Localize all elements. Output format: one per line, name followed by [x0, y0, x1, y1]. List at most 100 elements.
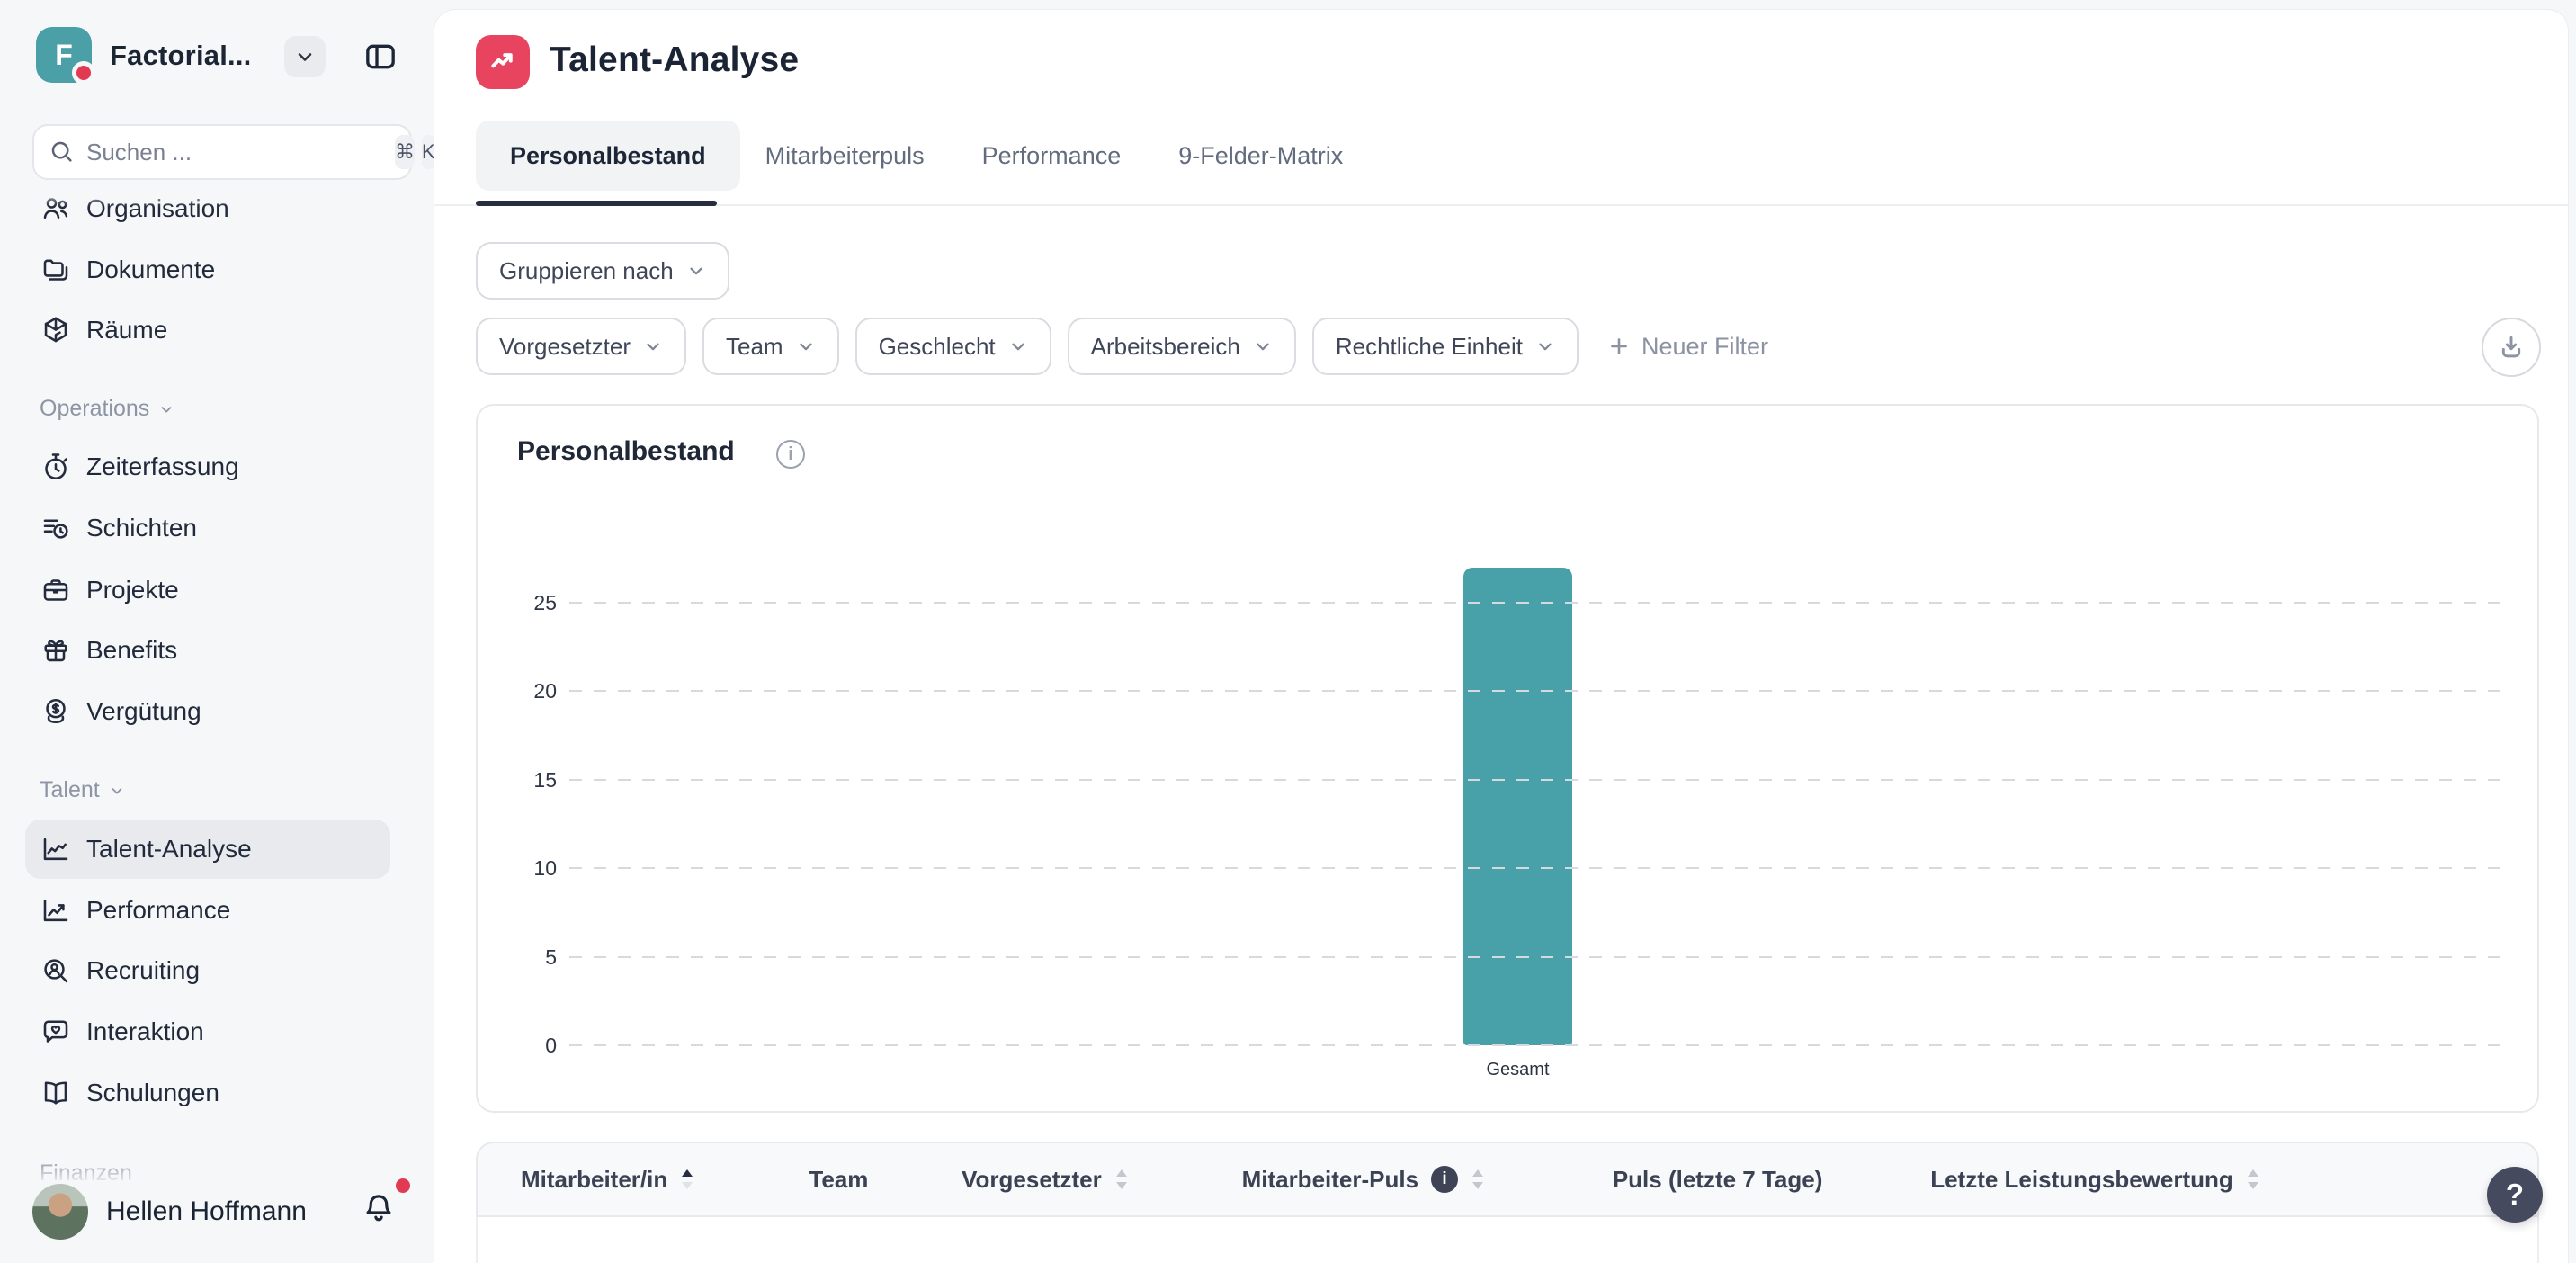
- sidebar-item-raeume[interactable]: Räume: [0, 300, 434, 360]
- new-filter-button[interactable]: Neuer Filter: [1607, 333, 1768, 361]
- recruiting-icon: [40, 954, 72, 987]
- help-button[interactable]: ?: [2487, 1167, 2543, 1223]
- sidebar-section-talent[interactable]: Talent: [40, 777, 125, 803]
- tab-9-felder-matrix[interactable]: 9-Felder-Matrix: [1178, 141, 1344, 169]
- sidebar-item-projekte[interactable]: Projekte: [0, 560, 434, 620]
- search-input[interactable]: [86, 138, 388, 166]
- sidebar: F Factorial... ⌘ K Organisation Dokument…: [0, 0, 435, 1263]
- chevron-down-icon: [686, 261, 706, 281]
- y-axis-tick: 0: [545, 1034, 557, 1057]
- sort-asc-icon[interactable]: [680, 1168, 694, 1192]
- sidebar-item-benefits[interactable]: Benefits: [0, 621, 434, 680]
- workspace-logo[interactable]: F: [36, 27, 92, 83]
- page-title: Talent-Analyse: [550, 40, 800, 79]
- trending-up-icon: [487, 47, 518, 77]
- sidebar-item-schulungen[interactable]: Schulungen: [0, 1063, 434, 1123]
- sidebar-item-recruiting[interactable]: Recruiting: [0, 941, 434, 1000]
- tabs-divider: [434, 204, 2568, 206]
- filter-geschlecht[interactable]: Geschlecht: [854, 318, 1051, 375]
- chevron-down-icon: [643, 336, 663, 356]
- table-row[interactable]: [476, 1217, 2539, 1263]
- sidebar-item-schichten[interactable]: Schichten: [0, 498, 434, 558]
- chevron-down-icon: [109, 783, 125, 799]
- y-axis-tick: 5: [545, 945, 557, 969]
- chevron-down-icon: [1253, 336, 1273, 356]
- sidebar-item-verguetung[interactable]: Vergütung: [0, 682, 434, 741]
- performance-icon: [40, 894, 72, 927]
- info-icon[interactable]: i: [776, 440, 805, 469]
- sidebar-item-performance[interactable]: Performance: [0, 881, 434, 940]
- sidebar-section-operations[interactable]: Operations: [40, 396, 174, 422]
- y-axis-tick: 25: [533, 591, 557, 614]
- documents-icon: [40, 254, 72, 286]
- main-content: Talent-Analyse Personalbestand Mitarbeit…: [434, 9, 2569, 1263]
- sort-icon[interactable]: [1114, 1168, 1129, 1192]
- user-name[interactable]: Hellen Hoffmann: [106, 1196, 307, 1226]
- interaction-icon: [40, 1016, 72, 1048]
- gift-icon: [40, 634, 72, 667]
- analytics-icon: [40, 833, 72, 865]
- column-mitarbeiter[interactable]: Mitarbeiter/in: [478, 1166, 809, 1194]
- workspace-notification-dot: [72, 61, 95, 85]
- gridline: [569, 690, 2509, 693]
- chart-plot: Gesamt 0 5 10 15 20 25: [533, 542, 2509, 1079]
- sidebar-item-zeiterfassung[interactable]: Zeiterfassung: [0, 437, 434, 497]
- column-team[interactable]: Team: [809, 1165, 869, 1193]
- sidebar-item-talent-analyse[interactable]: Talent-Analyse: [0, 820, 434, 879]
- gridline: [569, 1044, 2509, 1046]
- workspace-logo-letter: F: [55, 38, 73, 71]
- group-by-dropdown[interactable]: Gruppieren nach: [476, 242, 729, 300]
- sidebar-collapse-button[interactable]: [360, 36, 401, 77]
- workspace-switcher-button[interactable]: [284, 36, 326, 77]
- sidebar-item-dokumente[interactable]: Dokumente: [0, 240, 434, 300]
- y-axis-tick: 15: [533, 767, 557, 792]
- notifications-button[interactable]: [360, 1175, 414, 1232]
- column-puls-7-tage[interactable]: Puls (letzte 7 Tage): [1612, 1165, 1823, 1193]
- chevron-down-icon: [796, 336, 816, 356]
- panel-left-icon: [362, 39, 398, 75]
- tab-personalbestand[interactable]: Personalbestand: [476, 121, 740, 191]
- sort-icon[interactable]: [2246, 1168, 2260, 1192]
- employees-table: Mitarbeiter/in Team Vorgesetzter Mitarbe…: [476, 1142, 2539, 1263]
- organisation-icon: [40, 193, 72, 225]
- chevron-down-icon: [1008, 336, 1028, 356]
- table-header-row: Mitarbeiter/in Team Vorgesetzter Mitarbe…: [476, 1142, 2539, 1217]
- shifts-icon: [40, 512, 72, 544]
- chevron-down-icon: [294, 46, 316, 67]
- column-letzte-leistungsbewertung[interactable]: Letzte Leistungsbewertung: [1930, 1166, 2537, 1194]
- bell-icon: [360, 1189, 403, 1227]
- column-vorgesetzter[interactable]: Vorgesetzter: [962, 1166, 1241, 1194]
- user-avatar[interactable]: [32, 1184, 88, 1240]
- sidebar-item-organisation[interactable]: Organisation: [0, 179, 434, 238]
- sort-icon[interactable]: [1471, 1168, 1485, 1192]
- tab-mitarbeiterpuls[interactable]: Mitarbeiterpuls: [765, 141, 925, 169]
- y-axis-tick: 20: [533, 679, 557, 703]
- gridline: [569, 602, 2509, 604]
- chart-title: Personalbestand: [517, 436, 735, 466]
- info-icon-dark[interactable]: i: [1431, 1166, 1459, 1193]
- download-button[interactable]: [2482, 318, 2541, 377]
- gridline: [569, 867, 2509, 870]
- sidebar-active-highlight: [25, 820, 390, 879]
- workspace-name[interactable]: Factorial...: [110, 40, 252, 71]
- shortcut-key-k: K: [422, 135, 435, 169]
- filter-arbeitsbereich[interactable]: Arbeitsbereich: [1067, 318, 1296, 375]
- gridline: [569, 778, 2509, 781]
- filter-vorgesetzter[interactable]: Vorgesetzter: [476, 318, 686, 375]
- search-icon: [49, 139, 76, 166]
- trainings-icon: [40, 1077, 72, 1109]
- shortcut-key-cmd: ⌘: [395, 135, 415, 169]
- plus-icon: [1607, 335, 1631, 358]
- briefcase-icon: [40, 574, 72, 606]
- sidebar-item-interaktion[interactable]: Interaktion: [0, 1002, 434, 1061]
- stopwatch-icon: [40, 451, 72, 483]
- search-box[interactable]: ⌘ K: [32, 124, 435, 180]
- sidebar-user-area: Hellen Hoffmann: [0, 1159, 434, 1263]
- filter-team[interactable]: Team: [702, 318, 839, 375]
- tab-performance[interactable]: Performance: [981, 141, 1122, 169]
- column-mitarbeiter-puls[interactable]: Mitarbeiter-Puls i: [1242, 1166, 1613, 1194]
- filter-rechtliche-einheit[interactable]: Rechtliche Einheit: [1311, 318, 1579, 375]
- chevron-down-icon: [1535, 336, 1555, 356]
- chart-bar: [1463, 567, 1572, 1045]
- filter-bar: Vorgesetzter Team Geschlecht Arbeitsbere…: [476, 318, 1768, 375]
